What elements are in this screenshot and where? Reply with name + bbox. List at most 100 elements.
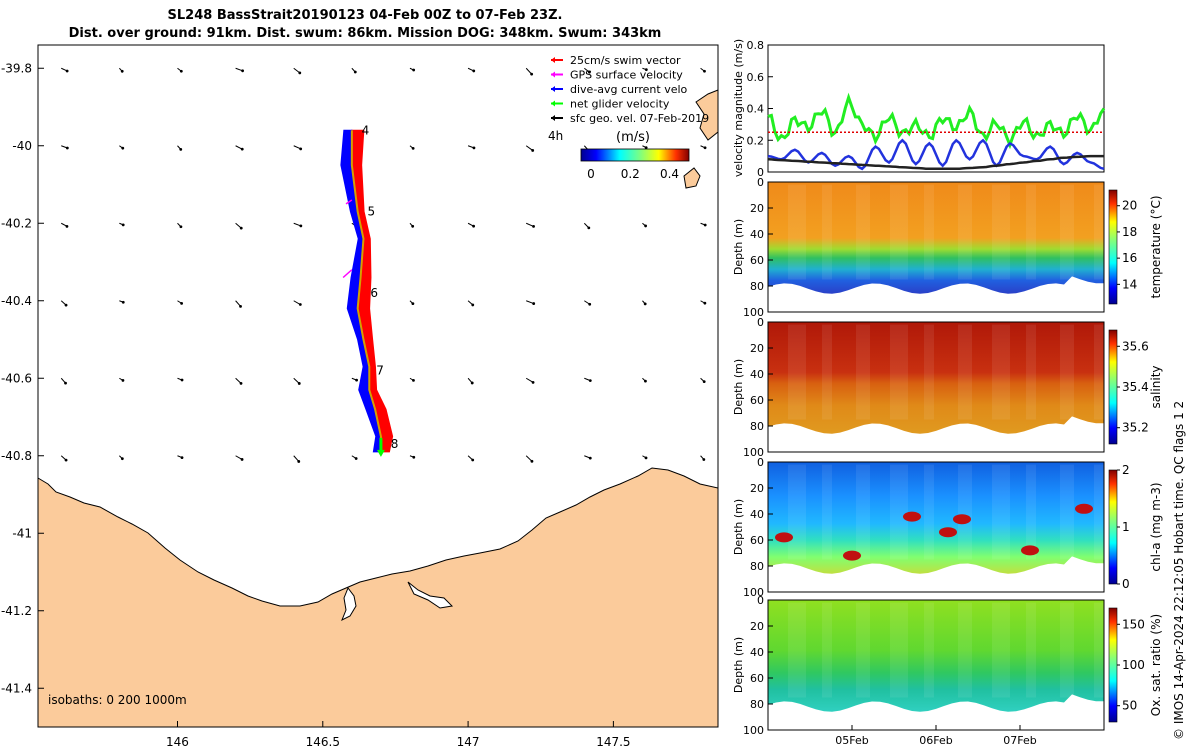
geo-vector-head <box>531 380 535 384</box>
section-profile-streak <box>1060 464 1074 560</box>
port-sorell-inlet <box>407 581 454 609</box>
section-profile-streak <box>1094 324 1112 420</box>
legend-label: 25cm/s swim vector <box>570 54 681 67</box>
depth-tick-label: 20 <box>750 620 764 633</box>
legend-interval: 4h <box>548 129 563 143</box>
chl-patch <box>903 511 921 522</box>
colorbar-label: Ox. sat. ratio (%) <box>1149 614 1163 716</box>
section-profile-streak <box>992 184 1010 280</box>
geo-vector-head <box>588 302 592 306</box>
geo-vector-head <box>355 378 358 382</box>
depth-tick-label: 40 <box>750 508 764 521</box>
time-tick-label: 06Feb <box>919 734 952 747</box>
time-tick-label: 05Feb <box>835 734 868 747</box>
section-colorbar <box>1108 607 1118 723</box>
tamar-river-estuary <box>341 586 357 622</box>
velocity-series-line <box>767 138 1105 171</box>
colorbar-tick-label: 50 <box>1122 699 1137 713</box>
colorbar-tick-label: 100 <box>1122 658 1145 672</box>
section-profile-streak <box>1094 184 1112 280</box>
geo-vector-head <box>703 146 707 150</box>
geo-vector-head <box>703 301 707 305</box>
geo-vector-head <box>353 70 357 74</box>
depth-tick-label: 60 <box>750 672 764 685</box>
legend-label: sfc geo. vel. 07-Feb-2019 <box>570 112 709 125</box>
section-profile-streak <box>856 602 870 698</box>
depth-tick-label: 60 <box>750 254 764 267</box>
geo-vector-head <box>64 303 68 307</box>
colorbar-tick-label: 35.6 <box>1122 339 1149 353</box>
geo-vector-head <box>354 457 358 460</box>
section-profile-streak <box>822 184 832 280</box>
velocity-series-line <box>767 92 1106 150</box>
day-labels: 4 5 6 7 8 <box>362 123 399 451</box>
time-tick-label: 07Feb <box>1003 734 1036 747</box>
colorbar-tick-label: 150 <box>1122 617 1145 631</box>
section-field <box>768 182 1104 294</box>
map-lat-tick-label: -41.2 <box>1 604 32 618</box>
map-lon-tick-label: 146 <box>166 735 189 749</box>
depth-section-panel: 0 20 40 60 80 100 Depth (m) 50 100 150 Ox. sat. ra… <box>732 594 1163 737</box>
section-profile-streak <box>924 602 934 698</box>
geo-vector-head <box>64 458 68 462</box>
colorbar-tick-label: 0.2 <box>621 167 640 181</box>
geo-vector-head <box>239 226 243 230</box>
map-lon-tick-label: 147 <box>457 735 480 749</box>
legend-label: dive-avg current velo <box>570 83 688 96</box>
chl-patch <box>939 527 957 538</box>
legend-label: GPS surface velocity <box>570 69 683 82</box>
geo-vector-head <box>179 147 183 151</box>
geo-vector-head <box>472 224 476 228</box>
geo-vector-head <box>179 69 183 73</box>
chl-patch <box>1021 545 1039 556</box>
colorbar-tick-label: 35.2 <box>1122 421 1149 435</box>
section-profile-streak <box>788 602 806 698</box>
geo-vector-head <box>298 303 302 306</box>
section-profile-streak <box>958 324 972 420</box>
section-profile-streak <box>958 184 972 280</box>
section-colorbar <box>1108 189 1118 305</box>
gps-velocity-arrow <box>345 199 353 205</box>
day-label: 6 <box>370 286 378 300</box>
section-profile-streak <box>1026 464 1036 560</box>
depth-section-panel: 0 20 40 60 80 100 Depth (m) 14 16 18 20 temperature… <box>732 176 1163 319</box>
legend-swatch-head <box>551 71 555 78</box>
geo-vector-head <box>530 72 534 76</box>
depth-tick-label: 0 <box>757 456 764 469</box>
section-colorbar <box>1108 469 1118 585</box>
section-profile-streak <box>822 464 832 560</box>
section-profile-streak <box>992 324 1010 420</box>
colorbar-label: chl-a (mg m-3) <box>1149 482 1163 571</box>
geo-vector-head <box>120 457 124 461</box>
geo-vector-head <box>587 226 591 230</box>
map-frame <box>37 44 719 728</box>
geo-vector-head <box>588 70 591 74</box>
depth-tick-label: 80 <box>750 420 764 433</box>
geo-vector-head <box>702 380 706 384</box>
geo-vector-head <box>470 381 474 385</box>
section-profile-streak <box>924 324 934 420</box>
geo-vector-head <box>240 458 244 461</box>
geo-vector-head <box>588 456 592 460</box>
geo-vector-head <box>412 378 415 382</box>
day-label: 4 <box>362 123 370 137</box>
velocity-frame <box>767 44 1105 173</box>
geo-vector-head <box>180 301 184 305</box>
depth-tick-label: 60 <box>750 534 764 547</box>
velocity-series-line <box>767 154 1104 171</box>
map-panel: 146 146.5 147 147.5 -39.8 -40 -40.2 -40.4 -40.6… <box>1 44 719 749</box>
chart-subtitle: Dist. over ground: 91km. Dist. swum: 86k… <box>68 26 662 41</box>
geo-vector-head <box>644 379 647 383</box>
map-lat-tick-label: -40.8 <box>1 449 32 463</box>
colorbar-tick-label: 20 <box>1122 199 1137 213</box>
depth-section-panel: 0 20 40 60 80 100 Depth (m) 0 1 2 chl-a (mg m-3) <box>732 456 1163 599</box>
surface-velocity-vectors <box>60 67 707 538</box>
geo-vector-head <box>411 146 415 150</box>
map-lon-tick-label: 147.5 <box>596 735 630 749</box>
map-latitude-axis: -39.8 -40 -40.2 -40.4 -40.6 -40.8 -41 -41.2 -41.… <box>1 61 44 695</box>
map-lat-tick-label: -41 <box>12 526 32 540</box>
geo-vector-head <box>412 68 416 72</box>
geo-vector-head <box>65 146 69 150</box>
depth-tick-label: 60 <box>750 394 764 407</box>
section-profile-streak <box>1060 184 1074 280</box>
